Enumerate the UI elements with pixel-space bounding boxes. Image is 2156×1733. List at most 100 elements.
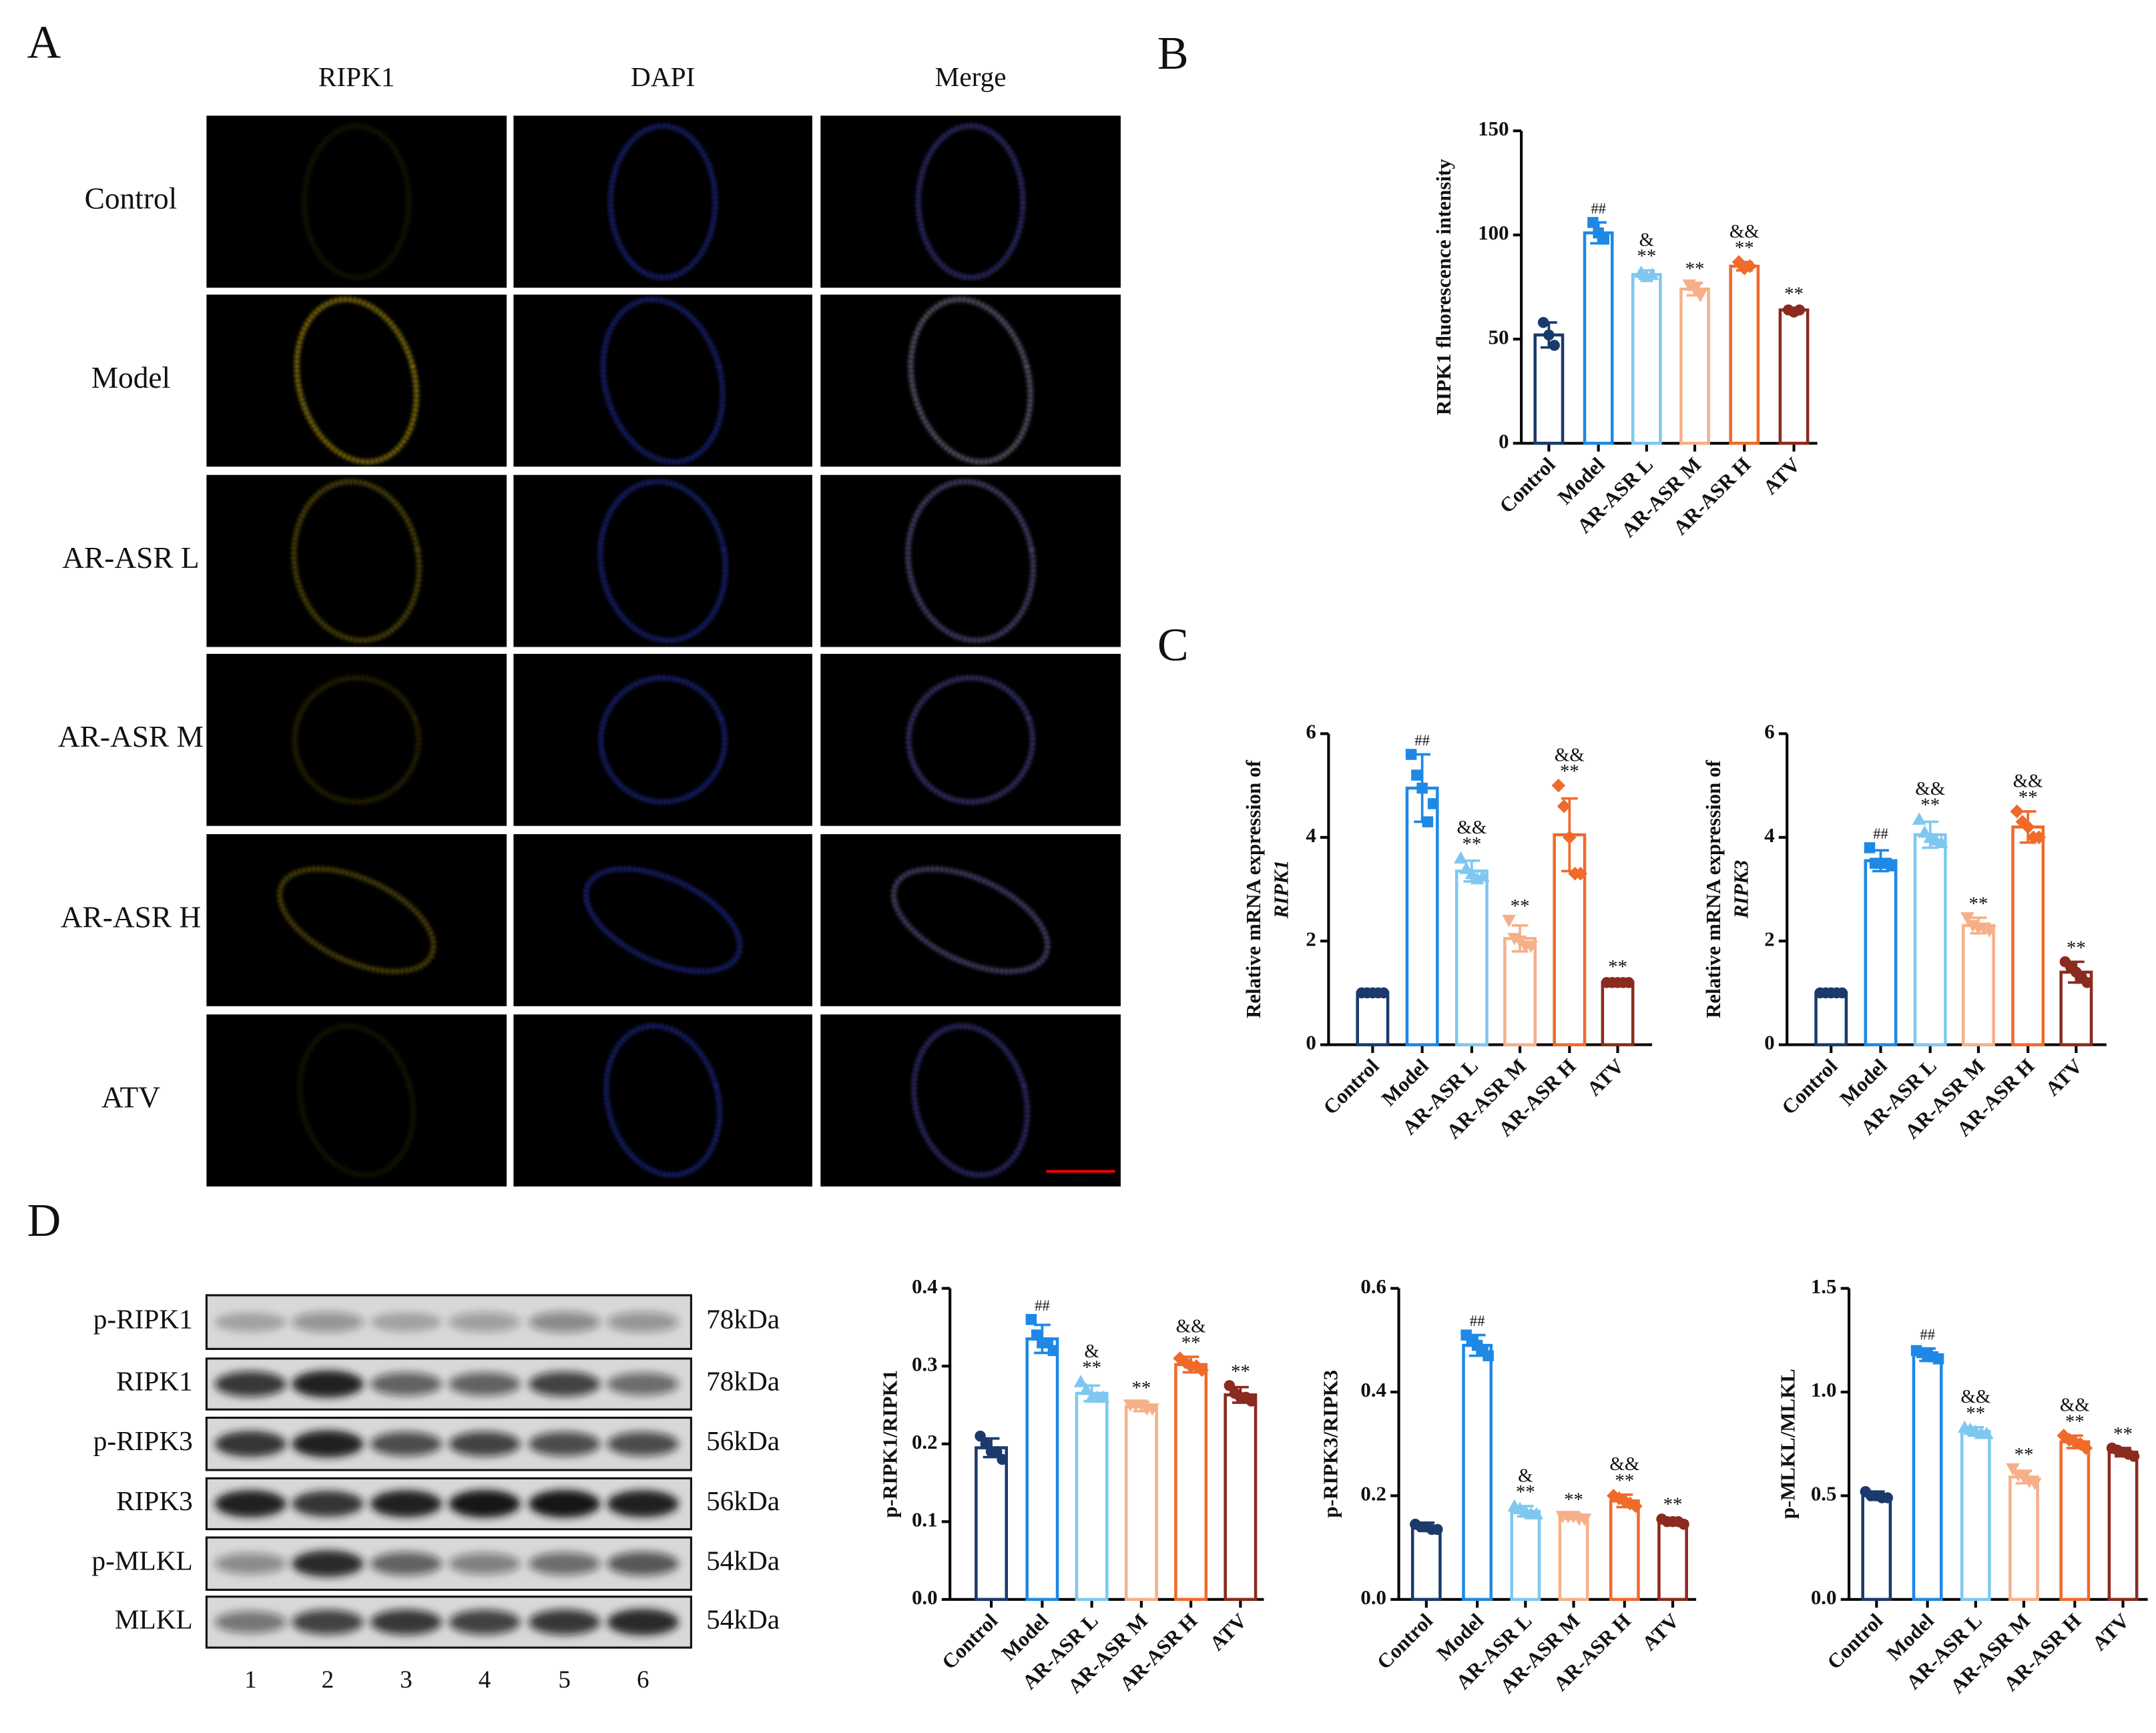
tissue-ring [301,123,412,280]
y-axis-label: p-RIPK3/RIPK3 [1319,1370,1342,1518]
micrograph [820,1014,1121,1187]
data-point [975,1430,986,1442]
significance-label: & [1518,1465,1533,1486]
bar [1075,1391,1109,1602]
significance-label: ** [1968,893,1988,914]
significance-label: && [1729,221,1760,242]
data-point [997,1453,1008,1465]
bar [2059,1440,2091,1602]
data-point [1982,925,1996,938]
tissue-ring [600,296,726,465]
micrograph [206,115,507,288]
data-point [1623,977,1635,988]
tissue-ring [583,866,743,974]
bar [1224,1393,1258,1602]
data-point [1794,304,1806,316]
tissue-ring [292,675,422,805]
data-point [1557,799,1571,813]
data-point [1932,1353,1944,1365]
significance-label: && [1960,1386,1990,1407]
data-point [1882,1492,1894,1503]
y-tick-label: 0.4 [912,1275,938,1298]
data-point [1979,1426,1994,1439]
blot-band [607,1490,679,1517]
data-point [1246,1395,1258,1407]
significance-label: ## [1591,200,1606,217]
significance-label: && [1176,1316,1206,1337]
bar [1503,937,1537,1046]
micrograph [820,834,1121,1006]
data-point [1502,914,1516,928]
data-point [1224,1380,1236,1391]
significance-label: ** [1082,1357,1101,1379]
data-point [980,1438,992,1450]
bar [1961,924,1995,1046]
bar [1679,288,1710,445]
micrograph [820,294,1121,467]
data-point [1543,329,1555,341]
significance-label: && [1915,778,1945,799]
lane-number: 4 [479,1666,491,1694]
blot-band [370,1609,443,1635]
significance-label: ** [2067,937,2086,958]
column-title: RIPK1 [318,61,395,92]
micrograph [513,834,812,1006]
blot-band [214,1611,287,1634]
lane-number: 2 [322,1666,334,1694]
blot-kda: 54kDa [706,1545,780,1576]
blot-band [370,1372,443,1396]
data-point [2079,1441,2093,1455]
scale-bar-label: 200μm [1073,1176,1089,1182]
significance-label: ** [2018,787,2038,808]
data-point [1432,1523,1443,1535]
row-label: AR-ASR M [58,720,204,753]
blot-band [607,1431,679,1456]
micrograph [513,1014,812,1187]
significance-label: ** [1516,1481,1535,1503]
blot-band [529,1311,601,1333]
data-point [1378,987,1390,999]
blot-band [214,1312,287,1332]
data-point [1587,217,1599,228]
blot-band [292,1430,364,1457]
bar [1510,1509,1541,1602]
bar [1778,308,1810,445]
blot-band [449,1431,521,1457]
significance-label: && [1555,744,1585,765]
bar [1583,231,1614,445]
tissue-ring [905,478,1036,643]
data-point [1427,798,1439,809]
data-point [1483,1350,1494,1361]
blot-band [370,1490,443,1517]
blot-label: p-RIPK3 [93,1425,193,1456]
data-point [1693,290,1707,302]
y-axis-label: p-RIPK1/RIPK1 [878,1370,902,1518]
data-point [1912,812,1926,825]
bar [1124,1405,1158,1602]
panel-letter: A [27,17,61,68]
blot-band [607,1373,679,1395]
tissue-ring [603,1023,723,1178]
significance-label: ** [1564,1489,1583,1511]
y-tick-label: 0.0 [1811,1586,1837,1609]
bar [1729,264,1760,445]
bar [1913,833,1947,1046]
significance-label: ** [1663,1494,1683,1515]
significance-label: ** [1131,1377,1151,1399]
data-point [1551,778,1566,793]
bar [2107,1450,2139,1602]
micrograph [513,115,812,288]
row-label: AR-ASR L [62,541,199,575]
tissue-ring [597,478,728,643]
micrograph [820,474,1121,647]
y-tick-label: 0.2 [1360,1482,1386,1505]
tissue-ring [911,1023,1031,1178]
blot-band [449,1312,521,1333]
data-point [1645,268,1659,280]
bar [1025,1337,1059,1602]
bar [1912,1353,1943,1602]
x-tick-label: Control [937,1609,1003,1674]
y-tick-label: 100 [1478,221,1509,244]
data-point [1687,284,1702,296]
data-point [1864,842,1876,853]
